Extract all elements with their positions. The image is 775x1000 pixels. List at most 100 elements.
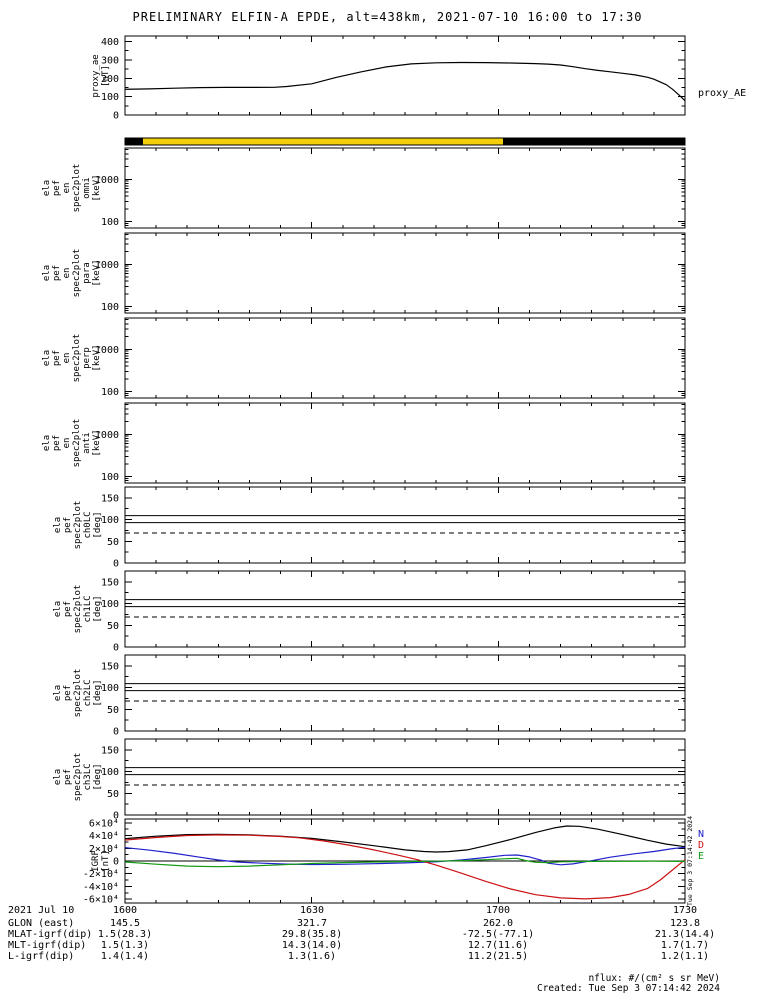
nflux-units-note: nflux: #/(cm² s sr MeV) <box>588 973 720 984</box>
ylabel-line: [nT] <box>101 850 111 872</box>
ylabel-line: spec2plot <box>72 333 82 383</box>
y-tick-label: 150 <box>101 577 119 588</box>
y-tick-label: 100 <box>101 767 119 778</box>
ylabel-line: [keV] <box>92 429 102 457</box>
row-label-mlat: MLAT-igrf(dip) <box>8 929 93 940</box>
y-tick-label: 150 <box>101 661 119 672</box>
ylabel-line: ch3LC <box>83 763 93 791</box>
ylabel-line: [keV] <box>92 174 102 202</box>
vertical-timestamp: Tue Sep 3 07:14:42 2024 <box>686 815 694 907</box>
panel-igrf: 6×10⁴ 4×10⁴ 2×10⁴ 0-2×10⁴ -4×10⁴ -6×10⁴ <box>83 818 686 906</box>
mlat-value: -72.5(-77.1) <box>461 929 535 940</box>
panel-bar <box>124 137 686 146</box>
y-tick-label: 50 <box>107 705 119 716</box>
y-tick-label: 100 <box>101 683 119 694</box>
x-tick-1730: 1730 <box>672 905 698 916</box>
panel-ch0: 0 50 100 150 <box>101 486 686 570</box>
mlt-value: 1.5(1.3) <box>100 940 150 951</box>
ylabel-line: pef <box>52 349 62 367</box>
ylabel-line: [deg] <box>93 595 103 623</box>
panel-perp: 100 1000 <box>95 317 686 399</box>
proxy-ylabel: proxy_ae [nT] <box>91 54 111 97</box>
igrf-legend-D: D <box>698 840 705 851</box>
panel-ch3: 0 50 100 150 <box>101 738 686 822</box>
mlat-value: 1.5(28.3) <box>97 929 153 940</box>
panel-proxy: 0 100 200 300 400 <box>101 35 686 122</box>
panel-anti: 100 1000 <box>95 402 686 484</box>
y-tick-label: 100 <box>101 217 119 228</box>
y-tick-label: 0 <box>113 811 119 822</box>
ylabel-line: ch2LC <box>83 679 93 707</box>
row-label-glon: GLON (east) <box>8 918 75 929</box>
y-tick-label: 100 <box>101 92 119 103</box>
y-tick-label: 0 <box>113 727 119 738</box>
ylabel-line: perp <box>82 347 92 369</box>
anti-ylabel: ela pef en spec2plot anti [keV] <box>42 419 102 468</box>
y-tick-label: 300 <box>101 55 119 66</box>
y-tick-label: -4×10⁴ <box>83 882 119 893</box>
y-tick-label: 100 <box>101 387 119 398</box>
ylabel-line: spec2plot <box>73 584 83 634</box>
y-tick-label: 150 <box>101 745 119 756</box>
ylabel-line: pef <box>52 264 62 282</box>
ylabel-line: para <box>82 262 92 284</box>
ylabel-line: [keV] <box>92 344 102 372</box>
mlt-value: 1.7(1.7) <box>660 940 710 951</box>
ylabel-line: ela <box>42 179 52 197</box>
ylabel-line: [deg] <box>93 679 103 707</box>
survey-bar-segment <box>142 138 504 145</box>
y-tick-label: 50 <box>107 621 119 632</box>
glon-value: 262.0 <box>482 918 514 929</box>
y-tick-label: 2×10⁴ <box>89 844 119 855</box>
ch0-ylabel: ela pef spec2plot ch0LC [deg] <box>53 501 103 550</box>
y-tick-label: 100 <box>101 599 119 610</box>
perp-ylabel: ela pef en spec2plot perp [keV] <box>42 334 102 383</box>
ylabel-line: proxy_ae <box>91 53 101 98</box>
mlat-value: 21.3(14.4) <box>654 929 716 940</box>
ylabel-line: en <box>62 182 72 194</box>
ylabel-line: ela <box>53 768 63 786</box>
ch3-ylabel: ela pef spec2plot ch3LC [deg] <box>53 753 103 802</box>
series-N <box>124 846 686 866</box>
y-tick-label: 0 <box>113 111 119 122</box>
series-proxy_AE <box>124 61 686 102</box>
y-tick-label: 1000 <box>95 260 119 271</box>
ylabel-line: ela <box>42 349 52 367</box>
survey-bar-segment <box>503 138 685 145</box>
x-tick-1600: 1600 <box>112 905 138 916</box>
row-label-mlt: MLT-igrf(dip) <box>8 940 87 951</box>
y-tick-label: 200 <box>101 74 119 85</box>
plot-title: PRELIMINARY ELFIN-A EPDE, alt=438km, 202… <box>132 10 643 24</box>
created-timestamp: Created: Tue Sep 3 07:14:42 2024 <box>536 983 720 994</box>
ylabel-line: IGRF <box>91 850 101 872</box>
ylabel-line: omni <box>82 177 92 199</box>
ylabel-line: ela <box>42 434 52 452</box>
igrf-legend-N: N <box>698 829 705 840</box>
y-tick-label: -2×10⁴ <box>83 869 119 880</box>
glon-value: 123.8 <box>669 918 701 929</box>
ylabel-line: anti <box>82 432 92 454</box>
y-tick-label: 150 <box>101 493 119 504</box>
ylabel-line: ch1LC <box>83 595 93 623</box>
ylabel-line: spec2plot <box>72 418 82 468</box>
ylabel-line: en <box>62 437 72 449</box>
y-tick-label: 100 <box>101 515 119 526</box>
ylabel-line: ela <box>53 600 63 618</box>
y-tick-label: 1000 <box>95 175 119 186</box>
ch2-ylabel: ela pef spec2plot ch2LC [deg] <box>53 669 103 718</box>
series-D <box>124 834 686 900</box>
lshell-value: 1.2(1.1) <box>660 951 710 962</box>
ylabel-line: en <box>62 267 72 279</box>
y-tick-label: 100 <box>101 472 119 483</box>
y-tick-label: 1000 <box>95 345 119 356</box>
ylabel-line: ela <box>53 684 63 702</box>
ylabel-line: en <box>62 352 72 364</box>
ylabel-line: pef <box>63 516 73 534</box>
glon-value: 145.5 <box>109 918 141 929</box>
ylabel-line: spec2plot <box>72 163 82 213</box>
ylabel-line: spec2plot <box>72 248 82 298</box>
proxy-ae-line-label: proxy_AE <box>698 88 747 99</box>
y-tick-label: 0 <box>113 559 119 570</box>
